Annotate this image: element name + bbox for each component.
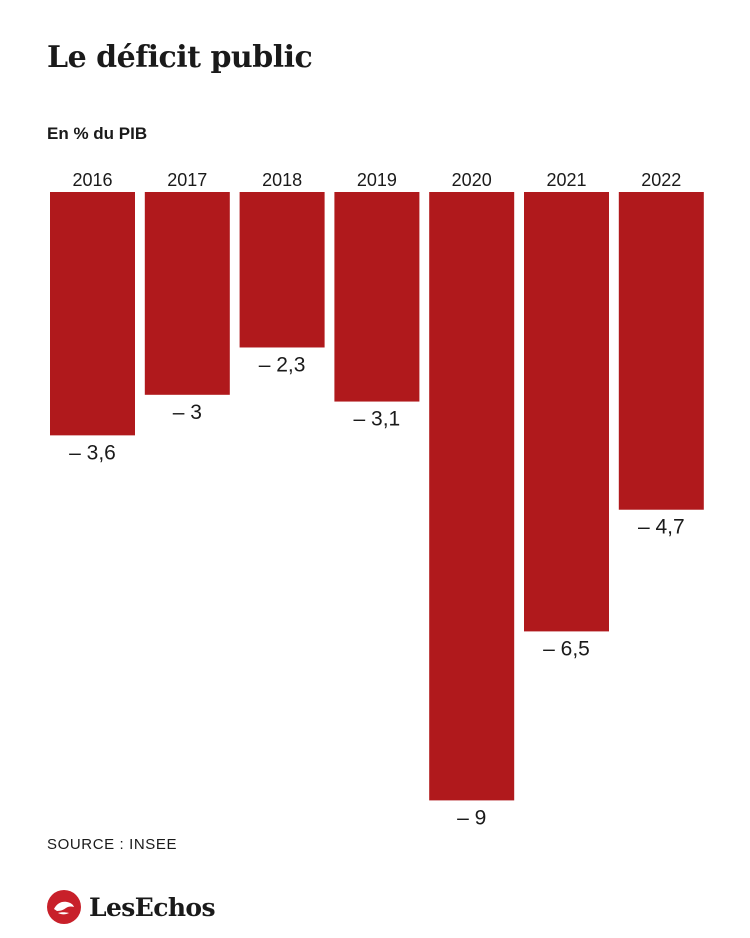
data-label: – 2,3	[259, 353, 306, 376]
les-echos-emblem-icon	[47, 890, 81, 924]
bar	[334, 192, 420, 402]
brand-name: LesEchos	[89, 892, 216, 922]
data-label: – 3	[173, 401, 202, 424]
x-tick-label: 2018	[262, 170, 302, 190]
x-tick-label: 2019	[357, 170, 397, 190]
bar	[429, 192, 515, 801]
bar	[239, 192, 325, 348]
bar	[524, 192, 609, 632]
data-label: – 3,1	[354, 408, 401, 431]
x-tick-label: 2022	[641, 170, 681, 190]
x-tick-label: 2016	[72, 170, 112, 190]
bar	[618, 192, 704, 510]
bar	[144, 192, 230, 395]
x-tick-label: 2021	[546, 170, 586, 190]
data-label: – 4,7	[638, 516, 685, 539]
les-echos-logo: LesEchos	[47, 890, 216, 924]
data-label: – 6,5	[543, 637, 590, 660]
chart-title: Le déficit public	[47, 40, 313, 75]
x-tick-label: 2020	[452, 170, 492, 190]
source-note: SOURCE : INSEE	[47, 836, 178, 853]
data-label: – 9	[457, 806, 486, 829]
chart-subtitle: En % du PIB	[47, 124, 148, 143]
x-tick-label: 2017	[167, 170, 207, 190]
bar-chart: 2016 – 3,6 2017 – 3 2018 – 2,3 2019 – 3,1 2020 – …	[50, 170, 704, 829]
bar	[50, 192, 135, 436]
data-label: – 3,6	[69, 441, 116, 464]
